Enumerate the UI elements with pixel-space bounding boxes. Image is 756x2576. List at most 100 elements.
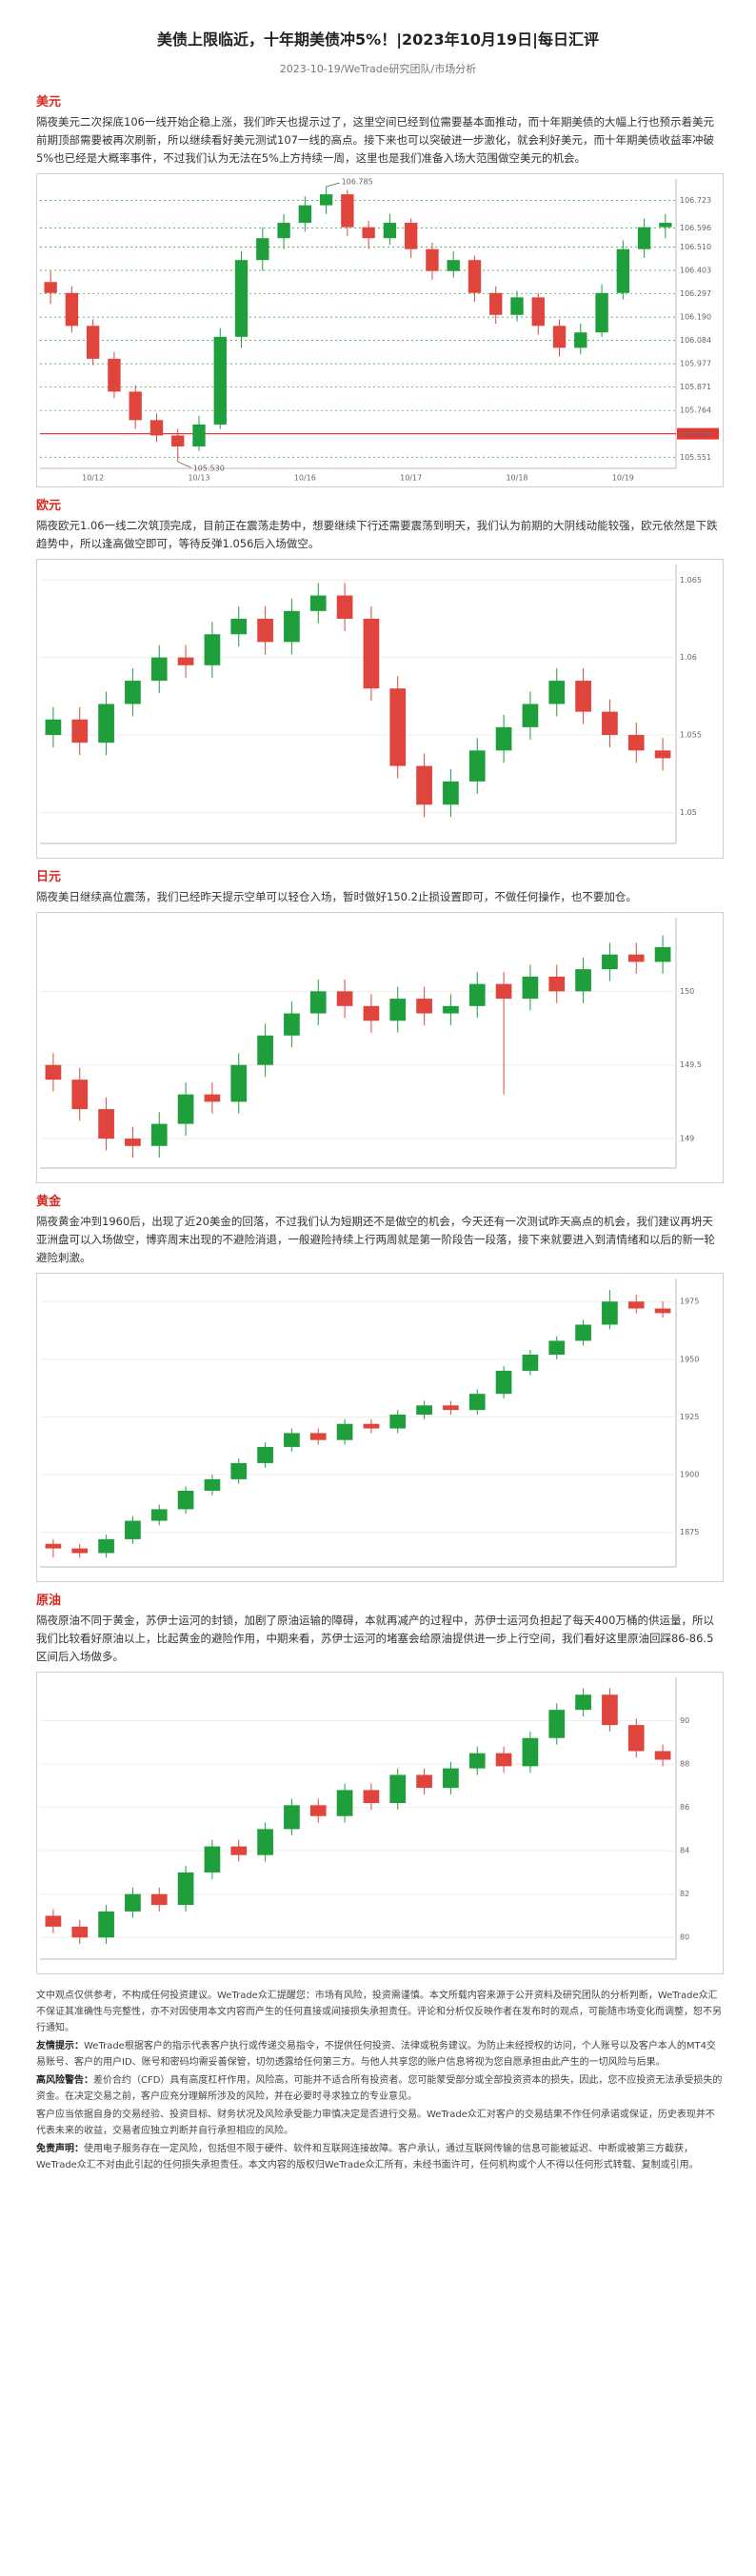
candle-body	[150, 1123, 168, 1146]
candle-body	[443, 1768, 459, 1789]
section-heading: 原油	[36, 1594, 62, 1608]
y-tick-label: 1900	[680, 1471, 699, 1479]
candle-body	[98, 1109, 114, 1139]
candle-body	[627, 1725, 645, 1752]
candle-body	[45, 1064, 62, 1080]
candle-body	[257, 618, 273, 643]
candle-body	[531, 297, 545, 327]
candle-body	[548, 1340, 566, 1355]
candlestick-chart: 1.05 1.055 1.06 1.065	[36, 559, 724, 859]
section-heading: 日元	[36, 870, 62, 884]
section-text: 隔夜欧元1.06一线二次筑顶完成，目前正在震荡走势中，想要继续下行还需要震荡到明…	[36, 519, 718, 550]
candle-body	[284, 1013, 300, 1036]
candle-body	[659, 223, 672, 228]
candle-body	[44, 282, 57, 293]
candle-body	[363, 1423, 380, 1429]
candle-body	[45, 1543, 62, 1549]
candle-body	[468, 750, 486, 782]
chart-frame	[36, 173, 724, 487]
chart-frame	[36, 559, 724, 859]
candle-body	[654, 1751, 671, 1760]
chart-frame	[36, 1273, 724, 1582]
level-label: 106.596	[680, 224, 711, 232]
candle-body	[230, 1462, 248, 1479]
candle-body	[336, 1790, 353, 1816]
disclaimer-text: 差价合约（CFD）具有高度杠杆作用，风险高，可能并不适合所有投资者。您可能蒙受部…	[36, 2075, 723, 2102]
candle-body	[468, 1394, 486, 1411]
candle-body	[389, 1774, 407, 1804]
section-text: 隔夜原油不同于黄金，苏伊士运河的封锁，加剧了原油运输的障碍，本就再减产的过程中，…	[36, 1614, 714, 1663]
candle-body	[336, 1423, 353, 1440]
level-label: 105.764	[680, 406, 711, 415]
y-tick-label: 80	[680, 1933, 689, 1942]
candle-body	[637, 227, 651, 249]
subtitle: 2023-10-19/WeTrade研究团队/市场分析	[279, 63, 477, 75]
candle-body	[389, 688, 407, 766]
candle-body	[257, 1829, 273, 1855]
candle-body	[150, 1509, 168, 1521]
candle-body	[98, 703, 114, 743]
y-tick-label: 149	[680, 1135, 694, 1143]
y-tick-label: 149.5	[680, 1060, 702, 1069]
disclaimer-paragraph: 文中观点仅供参考，不构成任何投资建议。WeTrade众汇提醒您：市场有风险，投资…	[36, 1988, 724, 2036]
candle-body	[149, 420, 164, 436]
section-heading: 美元	[36, 95, 62, 109]
section: 美元 隔夜美元二次探底106一线开始企稳上涨，我们昨天也提示过了，这里空间已经到位…	[36, 91, 724, 487]
level-label: 106.084	[680, 336, 711, 345]
candle-body	[627, 1301, 645, 1309]
y-tick-label: 88	[680, 1760, 689, 1769]
candle-body	[416, 765, 432, 805]
candle-body	[230, 1846, 248, 1855]
candle-body	[468, 983, 486, 1006]
candle-body	[548, 976, 566, 992]
low-marker	[177, 461, 191, 468]
y-tick-label: 1950	[680, 1355, 699, 1363]
section: 日元 隔夜美日继续高位震荡，我们已经昨天提示空单可以轻仓入场，暂时做好150.2止…	[36, 866, 724, 1183]
candle-body	[468, 1753, 486, 1769]
candle-body	[257, 1446, 273, 1463]
candle-body	[654, 1308, 671, 1314]
y-tick-label: 1975	[680, 1298, 699, 1306]
candle-body	[616, 248, 630, 293]
level-label: 105.871	[680, 383, 711, 391]
candle-body	[341, 194, 354, 228]
y-tick-label: 84	[680, 1847, 689, 1855]
candle-body	[284, 610, 300, 643]
candle-body	[277, 223, 290, 239]
candle-body	[447, 260, 460, 271]
disclaimer-lead: 免责声明：	[36, 2144, 84, 2154]
candle-body	[98, 1911, 114, 1938]
level-label: 105.977	[680, 360, 711, 368]
candle-body	[204, 1094, 221, 1102]
section: 原油隔夜原油不同于黄金，苏伊士运河的封锁，加剧了原油运输的障碍，本就再减产的过程…	[36, 1590, 724, 1974]
candle-body	[495, 1370, 512, 1395]
candle-body	[443, 1005, 459, 1014]
candle-body	[177, 657, 194, 665]
x-tick-label: 10/12	[82, 474, 104, 483]
x-tick-label: 10/19	[612, 474, 634, 483]
candle-body	[362, 227, 375, 239]
candle-body	[257, 1035, 273, 1065]
y-tick-label: 1.065	[680, 576, 702, 585]
candle-body	[256, 238, 269, 261]
candle-body	[443, 781, 459, 805]
candlestick-chart: 106.723 106.596 106.510 106.403 106.297 106.1…	[36, 173, 724, 487]
y-tick-label: 82	[680, 1890, 689, 1898]
candle-body	[522, 976, 539, 1000]
candle-body	[416, 1405, 432, 1416]
candle-body	[108, 358, 121, 392]
candle-body	[336, 595, 353, 619]
candle-body	[495, 726, 512, 751]
candle-body	[45, 1915, 62, 1927]
candle-body	[363, 1005, 380, 1021]
candlestick-chart: 149 149.5 150	[36, 912, 724, 1183]
y-tick-label: 1875	[680, 1528, 699, 1536]
candle-body	[150, 1893, 168, 1906]
chart-frame	[36, 1672, 724, 1974]
candle-body	[602, 1694, 618, 1726]
candle-body	[575, 969, 591, 992]
candle-body	[204, 1846, 221, 1873]
disclaimer-paragraph: 客户应当依据自身的交易经验、投资目标、财务状况及风险承受能力审慎决定是否进行交易…	[36, 2107, 724, 2139]
candle-body	[284, 1805, 300, 1830]
candle-body	[627, 735, 645, 751]
